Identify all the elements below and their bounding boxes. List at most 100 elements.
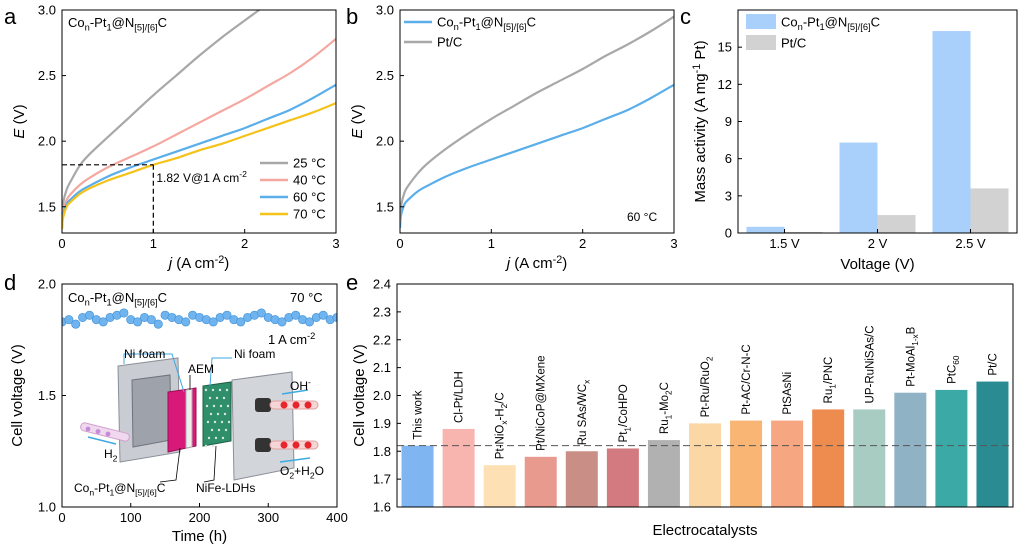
panel-d-inset-schematic: Ni foam AEM Ni foam OH- H2 O2+H2O Con-Pt1@N[5]…: [74, 347, 324, 498]
panel-e-bar-label-6: Ru1-Mo2C: [659, 382, 674, 434]
panel-d-xtick-label: 400: [326, 510, 348, 525]
panel-c-ytick-label: 6: [725, 151, 732, 166]
panel-e-ytick-label: 2.1: [373, 360, 391, 375]
panel-d-inset-label-o2: O2+H2O: [280, 464, 324, 481]
panel-e-bar-label-2: Pt-NiOx-H2/C: [495, 392, 510, 459]
panel-c-y-axis-label: Mass activity (A mg-1 Pt): [691, 40, 709, 202]
h2-bubble: [95, 429, 101, 434]
leader-cathode: [159, 447, 181, 483]
panel-a-ytick-label: 2.5: [38, 68, 56, 83]
anode-texture-dot: [220, 420, 224, 424]
panel-e-bar-0: [401, 445, 434, 507]
panel-a-frame: [61, 9, 337, 234]
panel-c-bar-1-1: [877, 215, 916, 233]
panel-e-ytick-label: 1.6: [373, 500, 391, 515]
panel-b-series-line-1: [400, 15, 674, 223]
anode-texture-dot: [223, 412, 227, 416]
panel-letter-d: d: [4, 270, 16, 295]
leader-ni-foam-right: [209, 357, 232, 387]
panel-d-data-point: [119, 308, 129, 318]
panel-d-inset-label-aem: AEM: [188, 362, 214, 376]
panel-b-ytick-label: 3.0: [376, 3, 394, 18]
panel-e-bar-2: [483, 465, 516, 507]
panel-a-xtick-label: 2: [241, 236, 248, 251]
panel-d-title: Con-Pt1@N[5]/[6]C: [68, 290, 167, 308]
panel-b-ytick-label: 1.5: [376, 199, 394, 214]
panel-e-bar-3: [524, 456, 557, 507]
panel-c-xtick-label: 2 V: [868, 236, 888, 251]
panel-c: 1.5 V 2 V 2.5 V 0 3 6 9 12 15 Voltage (V) Mass act…: [691, 9, 1018, 273]
anode-texture-dot: [222, 396, 226, 400]
panel-d: 0 100 200 300 400 1.0 1.5 2.0 Time (h) Cell volta…: [9, 277, 348, 546]
panel-d-inset-label-oh: OH-: [290, 377, 311, 393]
panel-a-ytick-label: 3.0: [38, 3, 56, 18]
panel-e-ytick-label: 1.7: [373, 472, 391, 487]
panel-b-series-group: [400, 15, 674, 228]
o2-bubble-top: [280, 401, 288, 409]
panel-d-inset-label-h2: H2: [104, 447, 118, 464]
panel-a-legend-label-0: 25 °C: [293, 156, 326, 171]
panel-c-xtick-label: 2.5 V: [955, 236, 986, 251]
panel-e-x-axis-label: Electrocatalysts: [652, 522, 757, 539]
panel-a-series-line-0: [62, 10, 260, 220]
panel-d-y-axis-label: Cell voltage (V): [9, 344, 26, 447]
panel-b-annotation: 60 °C: [627, 210, 657, 224]
panel-d-ytick-label: 1.0: [38, 500, 56, 515]
panel-d-data-point: [304, 317, 314, 327]
panel-e-bar-label-12: Pt-MoAl1-xB: [905, 326, 920, 386]
panel-a-title: Con-Pt1@N[5]/[6]C: [68, 15, 167, 33]
panel-a-series-line-2: [62, 83, 336, 228]
panel-d-inset-label-ni-foam-left: Ni foam: [124, 347, 165, 361]
panel-e-bar-11: [853, 409, 886, 507]
panel-e-ytick-label: 1.8: [373, 444, 391, 459]
panel-e-bar-label-1: Cl-Pt/LDH: [454, 371, 466, 423]
panel-d-points-group: [62, 308, 337, 329]
panel-c-legend-label-1: Pt/C: [781, 36, 806, 51]
panel-d-data-point: [153, 319, 163, 329]
panel-b-series-line-0: [400, 83, 674, 228]
panel-a-legend-label-2: 60 °C: [293, 190, 326, 205]
oh-arrow: [281, 389, 309, 395]
panel-d-data-point: [236, 317, 246, 327]
panel-c-bar-1-0: [839, 142, 878, 233]
panel-a-xtick-label: 1: [150, 236, 157, 251]
panel-d-xtick-label: 0: [58, 510, 65, 525]
panel-d-data-point: [256, 308, 266, 318]
panel-c-bar-2-1: [970, 188, 1009, 233]
panel-b: 0 1 2 3 1.5 2.0 2.5 3.0 j (A cm-2) E (V) Con-Pt1@N…: [349, 3, 678, 273]
panel-letter-c: c: [680, 4, 691, 29]
panel-c-legend-swatch-0: [746, 14, 776, 29]
panel-d-data-point: [181, 317, 191, 327]
panel-a-y-axis-label: E (V): [11, 104, 28, 138]
panel-b-y-axis-label: E (V): [349, 104, 366, 138]
panel-d-ytick-label: 1.5: [38, 388, 56, 403]
panel-e-bar-label-11: UP-RuNiSAs/C: [864, 325, 876, 403]
panel-b-xtick-label: 3: [670, 236, 677, 251]
panel-d-xtick-label: 200: [189, 510, 211, 525]
panel-d-inset-label-ni-foam-right: Ni foam: [234, 347, 275, 361]
panel-e-bar-12: [894, 392, 927, 507]
anode-texture-dot: [211, 388, 215, 392]
panel-a-series-line-1: [62, 38, 336, 223]
panel-c-x-axis-label: Voltage (V): [840, 256, 914, 273]
panel-d-data-point: [85, 310, 95, 320]
panel-d-x-axis-label: Time (h): [172, 528, 227, 545]
anode-texture-dot: [216, 412, 220, 416]
panel-b-xtick-label: 0: [396, 236, 403, 251]
panel-e-bar-1: [442, 428, 475, 507]
panel-e-ytick-label: 1.9: [373, 416, 391, 431]
panel-a-annotation: 1.82 V@1 A cm-2: [156, 169, 247, 185]
aem-membrane: [185, 388, 193, 449]
panel-c-xtick-label: 1.5 V: [769, 236, 800, 251]
o2-bubble-top: [292, 401, 300, 409]
anode-texture-dot: [215, 396, 219, 400]
h2-bubble: [105, 431, 111, 437]
panel-a-ytick-label: 2.0: [38, 134, 56, 149]
panel-e-bar-9: [771, 420, 804, 507]
panel-d-data-point: [277, 317, 287, 327]
panel-e-bar-7: [689, 423, 721, 507]
panel-b-legend-label-1: Pt/C: [437, 35, 462, 50]
panel-e-bar-4: [565, 451, 598, 507]
panel-e-bar-6: [647, 440, 680, 507]
anode-texture-dot: [218, 388, 222, 392]
